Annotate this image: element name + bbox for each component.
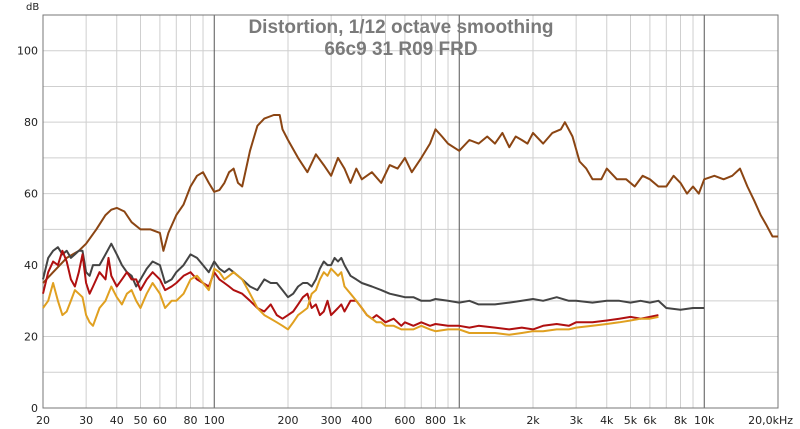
- x-tick-label: 800: [425, 414, 446, 427]
- x-tick-label: 400: [351, 414, 372, 427]
- x-tick-label: 80: [184, 414, 198, 427]
- x-tick-label: 20: [36, 414, 50, 427]
- chart-subtitle: 66c9 31 R09 FRD: [324, 39, 477, 60]
- x-tick-label: 40: [110, 414, 124, 427]
- x-tick-label: 4k: [600, 414, 614, 427]
- y-tick-label: 100: [17, 45, 38, 58]
- tick-labels: 20 30 40 50 60 80 100 200 300 400 600 800 1k 2k 3k 4k 5k…: [17, 45, 793, 427]
- x-tick-label: 5k: [624, 414, 638, 427]
- x-tick-label: 8k: [674, 414, 688, 427]
- x-tick-label: 60: [153, 414, 167, 427]
- plot-frame: [42, 14, 779, 409]
- y-tick-label: 20: [24, 331, 38, 344]
- y-tick-label: 0: [31, 402, 38, 415]
- series-lines: [42, 114, 778, 336]
- y-tick-label: 40: [24, 259, 38, 272]
- x-tick-label: 30: [79, 414, 93, 427]
- x-tick-label: 600: [394, 414, 415, 427]
- x-tick-label: 3k: [569, 414, 583, 427]
- series-line-2: [42, 242, 705, 311]
- y-tick-label: 60: [24, 188, 38, 201]
- x-tick-label: 50: [133, 414, 147, 427]
- x-tick-label: 6k: [643, 414, 657, 427]
- series-line-1: [42, 114, 778, 284]
- x-tick-label: 20,0kHz: [748, 414, 793, 427]
- series-line-4: [42, 267, 659, 336]
- x-tick-label: 1k: [453, 414, 467, 427]
- x-tick-label: 100: [204, 414, 225, 427]
- chart-title: Distortion, 1/12 octave smoothing: [248, 17, 553, 38]
- x-tick-label: 200: [278, 414, 299, 427]
- x-tick-label: 2k: [526, 414, 540, 427]
- y-axis-unit-label: dB: [26, 2, 39, 13]
- y-tick-label: 80: [24, 116, 38, 129]
- x-tick-label: 10k: [694, 414, 715, 427]
- x-tick-label: 300: [321, 414, 342, 427]
- series-line-3: [42, 249, 659, 331]
